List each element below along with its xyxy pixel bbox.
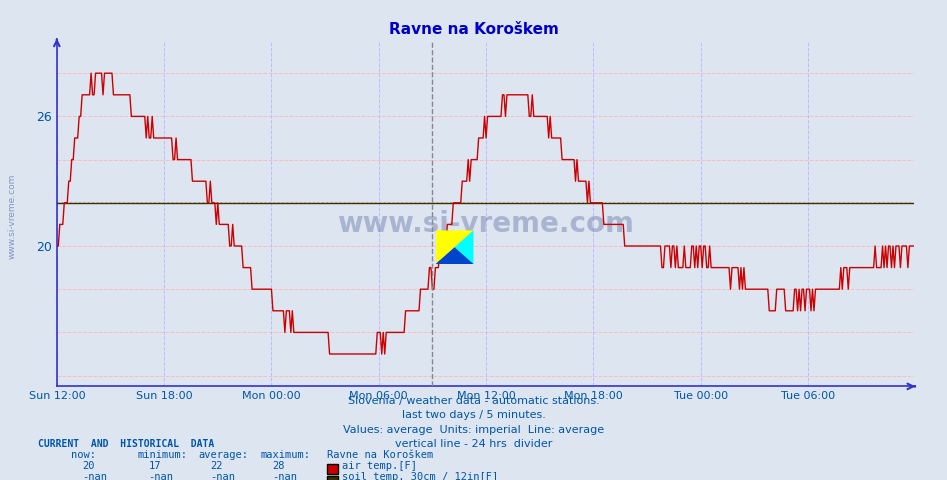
Text: www.si-vreme.com: www.si-vreme.com [337, 210, 634, 238]
Text: -nan: -nan [272, 472, 296, 480]
Text: average:: average: [199, 450, 249, 460]
Text: 17: 17 [149, 461, 161, 471]
Text: now:: now: [71, 450, 96, 460]
Text: air temp.[F]: air temp.[F] [342, 461, 417, 471]
Text: CURRENT  AND  HISTORICAL  DATA: CURRENT AND HISTORICAL DATA [38, 439, 214, 449]
Text: 20: 20 [82, 461, 95, 471]
Text: 22: 22 [210, 461, 223, 471]
Text: minimum:: minimum: [137, 450, 188, 460]
Text: 28: 28 [272, 461, 284, 471]
Text: vertical line - 24 hrs  divider: vertical line - 24 hrs divider [395, 439, 552, 449]
Polygon shape [436, 230, 474, 264]
Text: soil temp. 30cm / 12in[F]: soil temp. 30cm / 12in[F] [342, 472, 498, 480]
Text: -nan: -nan [149, 472, 173, 480]
Text: -nan: -nan [82, 472, 107, 480]
Text: www.si-vreme.com: www.si-vreme.com [8, 173, 17, 259]
Text: -nan: -nan [210, 472, 235, 480]
Text: Ravne na Koroškem: Ravne na Koroškem [388, 22, 559, 36]
Text: Ravne na Koroškem: Ravne na Koroškem [327, 450, 433, 460]
Polygon shape [436, 247, 474, 264]
Text: Values: average  Units: imperial  Line: average: Values: average Units: imperial Line: av… [343, 425, 604, 435]
Text: maximum:: maximum: [260, 450, 311, 460]
Text: last two days / 5 minutes.: last two days / 5 minutes. [402, 410, 545, 420]
Polygon shape [455, 230, 474, 264]
Text: Slovenia / weather data - automatic stations.: Slovenia / weather data - automatic stat… [348, 396, 599, 406]
